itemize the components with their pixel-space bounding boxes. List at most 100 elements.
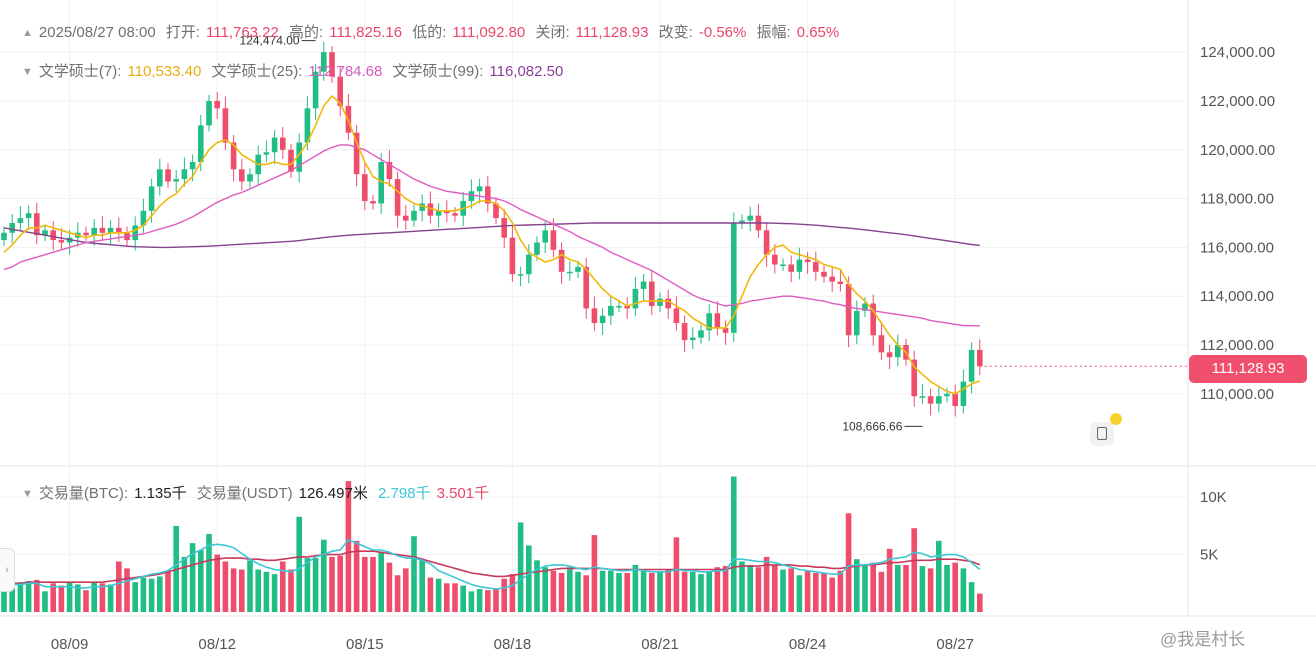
candle-body: [198, 125, 204, 162]
volume-bar: [419, 560, 425, 612]
volume-ma2-line: [3, 550, 981, 586]
candle-body: [640, 281, 647, 289]
candle-body: [616, 305, 622, 308]
volume-bar: [345, 481, 352, 612]
price-tick-label: 114,000.00: [1200, 288, 1274, 305]
volume-bar: [263, 571, 270, 612]
volume-bar: [386, 562, 393, 612]
volume-bar: [772, 564, 778, 612]
volume-bar: [99, 583, 106, 612]
volume-bar: [977, 593, 983, 612]
candle-body: [25, 213, 32, 219]
volume-bar: [747, 564, 753, 612]
candle-body: [247, 174, 253, 182]
volume-bar: [370, 556, 376, 612]
candle-body: [485, 186, 491, 204]
candle-body: [927, 396, 934, 404]
candle-body: [493, 203, 499, 219]
volume-bar: [485, 590, 491, 612]
volume-bar: [821, 572, 827, 612]
volume-bar: [657, 571, 663, 612]
ma-collapse-caret-icon[interactable]: ▼: [22, 66, 33, 78]
volume-bar: [198, 550, 204, 612]
candle-body: [132, 225, 138, 241]
low-value: 111,092.80: [452, 24, 526, 41]
candle-body: [9, 223, 15, 233]
candle-body: [698, 330, 704, 338]
document-icon: [1097, 427, 1107, 440]
volume-bar: [599, 570, 606, 612]
time-tick-label: 08/18: [494, 636, 532, 653]
volume-bar: [214, 554, 220, 612]
volume-bar: [534, 560, 540, 612]
current-price-tag: 111,128.93: [1189, 355, 1307, 383]
volume-bar: [845, 513, 852, 612]
volume-collapse-caret-icon[interactable]: ▼: [22, 488, 33, 500]
volume-bar: [181, 556, 188, 612]
volume-bar: [140, 577, 147, 612]
volume-bar: [50, 583, 56, 612]
time-axis: 08/09 08/12 08/15 08/18 08/21 08/24 08/27: [51, 636, 974, 653]
volume-bar: [403, 568, 409, 612]
volume-usdt-value: 126.497米: [298, 485, 368, 502]
candle-body: [739, 220, 745, 223]
ma7-value: 110,533.40: [127, 63, 202, 80]
candle-body: [189, 162, 196, 170]
candle-body: [427, 203, 434, 216]
candle-body: [813, 262, 819, 272]
volume-bar: [304, 558, 311, 612]
candle-body: [165, 169, 171, 182]
candle-body: [854, 310, 860, 336]
candle-body: [944, 393, 950, 397]
volume-bar: [952, 562, 958, 612]
amplitude-value: 0.65%: [796, 24, 840, 41]
candle-body: [148, 186, 155, 211]
moving-average-lines: [3, 94, 981, 395]
candle-body: [886, 352, 893, 358]
candle-body: [747, 215, 753, 221]
volume-bar: [460, 585, 466, 612]
candle-body: [411, 210, 417, 221]
volume-bar: [526, 545, 532, 612]
volume-bar: [673, 537, 680, 612]
candle-body: [17, 218, 24, 223]
price-tick-label: 112,000.00: [1200, 337, 1274, 354]
volume-bar: [329, 556, 335, 612]
candle-body: [821, 271, 827, 277]
low-label: 低的:: [412, 24, 447, 41]
volume-bar: [280, 561, 286, 612]
expand-panel-button[interactable]: ›: [0, 548, 15, 592]
candle-body: [386, 162, 393, 180]
annotations: 124,474.00 108,666.66: [240, 34, 1188, 433]
volume-bar: [632, 564, 639, 612]
volume-bar: [583, 575, 589, 612]
volume-bar: [394, 575, 401, 612]
candle-body: [509, 237, 516, 275]
candle-body: [239, 169, 245, 182]
volume-bar: [886, 548, 893, 612]
volume-bar: [616, 572, 622, 612]
volume-bar: [804, 570, 811, 612]
candle-body: [542, 230, 548, 243]
volume-bar: [624, 572, 630, 612]
volume-bar: [870, 562, 876, 612]
high-marker-label: 124,474.00: [240, 34, 300, 48]
collapse-caret-icon[interactable]: ▲: [22, 27, 33, 39]
candle-body: [804, 259, 811, 263]
candle-body: [780, 264, 786, 266]
candle-body: [435, 210, 442, 216]
candle-body: [624, 305, 630, 309]
volume-bar: [91, 582, 97, 612]
volume-bar: [968, 582, 975, 612]
volume-bar: [66, 582, 73, 612]
candle-body: [870, 303, 876, 336]
volume-bar: [690, 571, 696, 612]
candle-body: [599, 315, 606, 324]
candle-body: [731, 223, 737, 333]
change-label: 改变:: [658, 24, 693, 41]
volume-bar: [296, 516, 302, 612]
volume-bar: [157, 576, 163, 612]
candle-body: [337, 76, 343, 106]
drawing-tool-button[interactable]: [1090, 413, 1122, 446]
